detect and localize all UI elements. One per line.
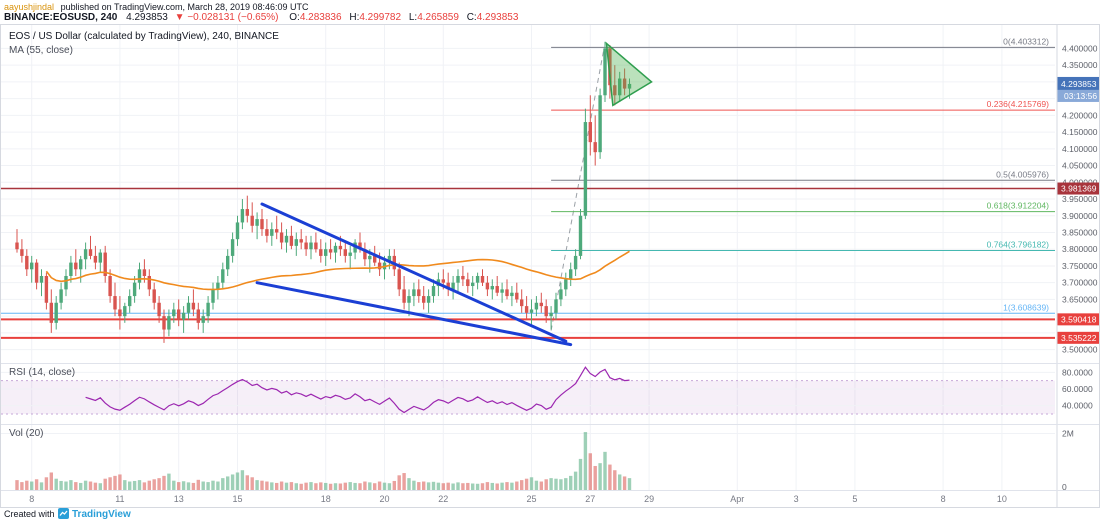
svg-text:60.0000: 60.0000 — [1062, 384, 1093, 394]
legend-symbol[interactable]: EOS / US Dollar (calculated by TradingVi… — [9, 31, 279, 42]
svg-text:4.000000: 4.000000 — [1062, 177, 1098, 187]
tradingview-logo[interactable]: TradingView — [58, 508, 131, 522]
tradingview-logo-icon — [58, 508, 69, 522]
footer: Created with TradingView — [0, 508, 1100, 522]
time-axis-canvas[interactable]: 8 11 13 15 18 20 22 25 27 29 Apr 3 5 8 10 — [1, 491, 1099, 507]
svg-text:0.764(3.796182): 0.764(3.796182) — [987, 239, 1050, 249]
svg-text:0.618(3.912204): 0.618(3.912204) — [987, 201, 1050, 211]
svg-text:3.650000: 3.650000 — [1062, 294, 1098, 304]
low-label: L: — [408, 12, 418, 23]
price-pane-canvas[interactable]: 3.500000 3.650000 3.700000 3.750000 3.800000… — [1, 25, 1099, 363]
svg-text:3.800000: 3.800000 — [1062, 244, 1098, 254]
created-with-text: Created with — [4, 509, 55, 519]
svg-text:3: 3 — [794, 494, 799, 504]
rsi-pane-canvas[interactable]: 80.0000 60.0000 40.0000 — [1, 364, 1099, 424]
symbol-info-line: BINANCE:EOSUSD, 240 4.293853 ▼ −0.028131… — [4, 12, 523, 23]
volume-pane[interactable]: 2M 0 Vol (20) — [1, 425, 1099, 491]
svg-text:4.400000: 4.400000 — [1062, 43, 1098, 53]
svg-text:10: 10 — [997, 494, 1007, 504]
svg-text:25: 25 — [526, 494, 536, 504]
legend-vol[interactable]: Vol (20) — [9, 428, 44, 439]
open-label: O: — [289, 12, 300, 23]
legend-rsi[interactable]: RSI (14, close) — [9, 367, 76, 378]
svg-text:03:13:56: 03:13:56 — [1064, 91, 1097, 101]
svg-text:3.700000: 3.700000 — [1062, 278, 1098, 288]
svg-text:0(4.403312): 0(4.403312) — [1003, 36, 1049, 46]
volume-pane-canvas[interactable]: 2M 0 — [1, 425, 1099, 490]
svg-text:3.981369: 3.981369 — [1061, 184, 1097, 194]
svg-text:0.5(4.005976): 0.5(4.005976) — [996, 169, 1049, 179]
svg-text:3.850000: 3.850000 — [1062, 227, 1098, 237]
svg-text:0: 0 — [1062, 482, 1067, 490]
svg-text:8: 8 — [29, 494, 34, 504]
svg-text:80.0000: 80.0000 — [1062, 367, 1093, 377]
svg-text:3.590418: 3.590418 — [1061, 314, 1097, 324]
publish-header: aayushjindal published on TradingView.co… — [0, 0, 1100, 24]
time-axis[interactable]: 8 11 13 15 18 20 22 25 27 29 Apr 3 5 8 10 — [1, 491, 1099, 507]
open-value: 4.283836 — [299, 12, 342, 23]
author-name[interactable]: aayushjindal — [4, 2, 55, 12]
svg-text:5: 5 — [852, 494, 857, 504]
svg-text:11: 11 — [115, 494, 124, 504]
rsi-pane[interactable]: 80.0000 60.0000 40.0000 RSI (14, close) — [1, 364, 1099, 425]
header-last-price: 4.293853 — [126, 12, 168, 23]
svg-text:22: 22 — [438, 494, 448, 504]
price-change: ▼ −0.028131 (−0.65%) — [174, 12, 279, 23]
svg-text:4.200000: 4.200000 — [1062, 110, 1098, 120]
close-label: C: — [466, 12, 477, 23]
svg-text:4.350000: 4.350000 — [1062, 60, 1098, 70]
svg-text:8: 8 — [941, 494, 946, 504]
chart-area[interactable]: 3.500000 3.650000 3.700000 3.750000 3.800000… — [0, 24, 1100, 508]
svg-text:0.236(4.215769): 0.236(4.215769) — [987, 99, 1050, 109]
low-value: 4.265859 — [417, 12, 459, 23]
svg-text:2M: 2M — [1062, 428, 1074, 438]
svg-text:3.750000: 3.750000 — [1062, 261, 1098, 271]
publish-info-line: aayushjindal published on TradingView.co… — [4, 2, 309, 12]
svg-text:3.535222: 3.535222 — [1061, 333, 1097, 343]
tradingview-brand-text: TradingView — [72, 509, 131, 520]
svg-text:4.293853: 4.293853 — [1061, 79, 1097, 89]
svg-text:27: 27 — [585, 494, 595, 504]
high-value: 4.299782 — [359, 12, 402, 23]
symbol-title[interactable]: BINANCE:EOSUSD, 240 — [4, 12, 118, 23]
published-text: published on TradingView.com, March 28, … — [60, 2, 309, 12]
svg-text:4.150000: 4.150000 — [1062, 127, 1098, 137]
svg-text:13: 13 — [174, 494, 184, 504]
price-pane[interactable]: 3.500000 3.650000 3.700000 3.750000 3.800000… — [1, 25, 1099, 364]
legend-ma[interactable]: MA (55, close) — [9, 45, 73, 56]
svg-text:3.900000: 3.900000 — [1062, 211, 1098, 221]
svg-text:18: 18 — [321, 494, 331, 504]
svg-text:20: 20 — [379, 494, 389, 504]
svg-text:Apr: Apr — [730, 494, 744, 504]
svg-text:1(3.608639): 1(3.608639) — [1003, 302, 1049, 312]
svg-text:3.950000: 3.950000 — [1062, 194, 1098, 204]
svg-text:29: 29 — [644, 494, 654, 504]
svg-text:3.500000: 3.500000 — [1062, 345, 1098, 355]
svg-text:4.100000: 4.100000 — [1062, 144, 1098, 154]
svg-text:4.050000: 4.050000 — [1062, 161, 1098, 171]
high-label: H: — [349, 12, 360, 23]
svg-text:15: 15 — [232, 494, 242, 504]
close-value: 4.293853 — [476, 12, 519, 23]
svg-text:40.0000: 40.0000 — [1062, 401, 1093, 411]
